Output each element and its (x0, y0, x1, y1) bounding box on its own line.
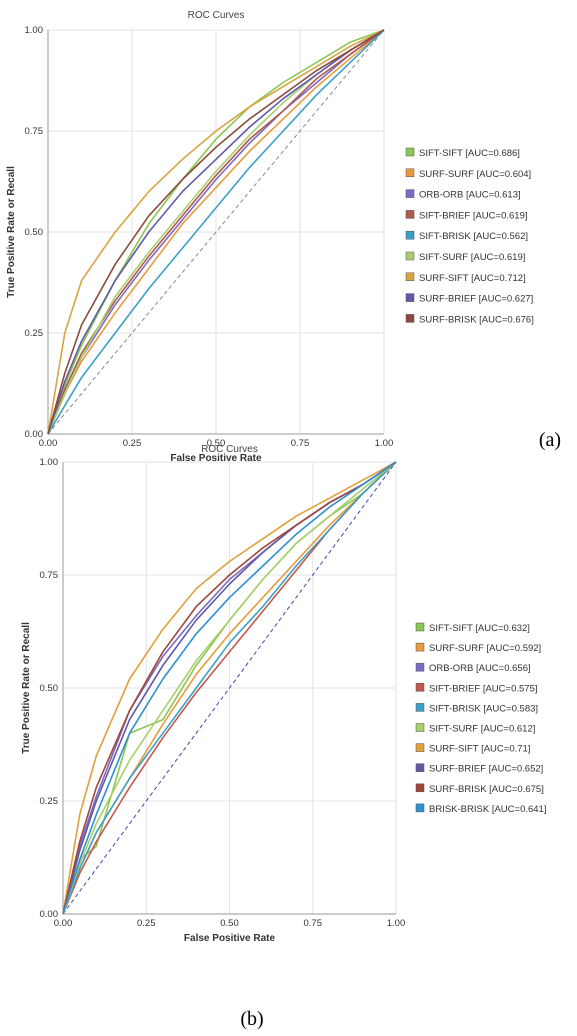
x-tick-label: 0.50 (207, 438, 226, 449)
legend-swatch (405, 189, 415, 198)
legend-entry: SIFT-SIFT [AUC=0.632] (429, 623, 530, 634)
y-tick-label: 0.00 (25, 429, 44, 440)
roc-curve-series (47, 29, 385, 435)
legend-entry: SURF-BRIEF [AUC=0.652] (429, 764, 543, 775)
x-tick-label: 0.25 (123, 438, 142, 449)
y-tick-label: 0.50 (25, 227, 44, 238)
roc-curve-series (47, 29, 385, 435)
chance-diagonal-line (47, 29, 385, 435)
legend-swatch (405, 251, 415, 261)
y-tick-label: 0.75 (25, 126, 44, 137)
legend-swatch (405, 293, 415, 302)
y-tick-label: 1.00 (25, 25, 44, 36)
y-tick-label: 0.00 (40, 909, 59, 920)
x-axis-label: False Positive Rate (170, 453, 262, 464)
legend-entry: SURF-SURF [AUC=0.592] (429, 643, 541, 654)
legend-entry: SIFT-SURF [AUC=0.612] (429, 724, 535, 735)
legend-swatch (405, 314, 415, 323)
legend-swatch (415, 763, 425, 772)
legend-swatch (415, 783, 425, 793)
legend-swatch (415, 683, 425, 692)
roc-curve-series (62, 461, 397, 915)
legend-entry: ORB-ORB [AUC=0.656] (429, 663, 531, 674)
y-axis-label: True Positive Rate or Recall (21, 622, 32, 754)
legend-entry: SURF-SURF [AUC=0.604] (419, 169, 531, 180)
legend-swatch (405, 210, 415, 219)
x-tick-label: 1.00 (375, 438, 394, 449)
legend-entry: SIFT-BRISK [AUC=0.562] (419, 231, 528, 242)
chance-diagonal-line (62, 461, 397, 915)
roc-curve-series (62, 461, 397, 915)
roc-chart-a: 0.00 0.25 0.50 0.75 1.00 0.00 0.25 0.50 0.75 1.00… (6, 10, 561, 464)
legend-entry: SIFT-BRIEF [AUC=0.575] (429, 683, 538, 694)
x-tick-label: 0.50 (220, 918, 239, 929)
legend-swatch (405, 272, 415, 282)
legend-swatch (415, 622, 425, 632)
legend-swatch (405, 168, 415, 178)
x-axis-label: False Positive Rate (184, 933, 276, 944)
x-tick-label: 0.25 (137, 918, 156, 929)
roc-curve-series (47, 29, 385, 435)
legend-swatch (415, 743, 425, 752)
x-tick-label: 0.00 (54, 918, 73, 929)
y-axis-label: True Positive Rate or Recall (6, 166, 17, 298)
roc-chart-b: 0.00 0.25 0.50 0.75 1.00 0.00 0.25 0.50 0.75 1.00… (21, 444, 546, 1030)
roc-curve-series (47, 29, 385, 435)
legend-entry: SURF-BRISK [AUC=0.675] (429, 784, 544, 795)
panel-label: (a) (539, 429, 561, 451)
roc-curve-series (62, 461, 397, 915)
legend-entry: SURF-BRISK [AUC=0.676] (419, 314, 534, 325)
roc-curve-series (47, 29, 385, 435)
y-tick-label: 0.75 (40, 570, 59, 581)
legend-swatch (405, 147, 415, 157)
legend-entry: SIFT-BRISK [AUC=0.583] (429, 703, 538, 714)
x-tick-label: 0.75 (304, 918, 323, 929)
legend-entry: SIFT-BRIEF [AUC=0.619] (419, 210, 528, 221)
y-tick-label: 0.25 (40, 796, 59, 807)
legend-swatch (415, 703, 425, 712)
legend-entry: SURF-SIFT [AUC=0.712] (419, 273, 526, 284)
roc-curve-series (47, 29, 385, 435)
y-tick-label: 0.50 (40, 683, 59, 694)
y-tick-label: 1.00 (40, 457, 59, 468)
legend-entry: ORB-ORB [AUC=0.613] (419, 190, 521, 201)
panel-label: (b) (240, 1008, 263, 1030)
x-tick-label: 1.00 (387, 918, 406, 929)
legend-entry: SIFT-SIFT [AUC=0.686] (419, 148, 520, 159)
roc-curve-series (62, 461, 397, 915)
chart-title: ROC Curves (201, 444, 258, 455)
legend-swatch (415, 642, 425, 652)
x-tick-label: 0.00 (39, 438, 58, 449)
x-tick-label: 0.75 (291, 438, 310, 449)
roc-curve-series (47, 29, 385, 435)
chart-title: ROC Curves (188, 10, 245, 21)
y-tick-label: 0.25 (25, 328, 44, 339)
legend-swatch (415, 662, 425, 672)
legend-swatch (405, 230, 415, 240)
legend-swatch (415, 803, 425, 813)
legend-entry: BRISK-BRISK [AUC=0.641] (429, 804, 546, 815)
legend-entry: SIFT-SURF [AUC=0.619] (419, 252, 525, 263)
legend-swatch (415, 723, 425, 732)
legend-entry: SURF-SIFT [AUC=0.71] (429, 744, 530, 755)
roc-curve-series (62, 461, 397, 915)
legend-entry: SURF-BRIEF [AUC=0.627] (419, 294, 533, 305)
